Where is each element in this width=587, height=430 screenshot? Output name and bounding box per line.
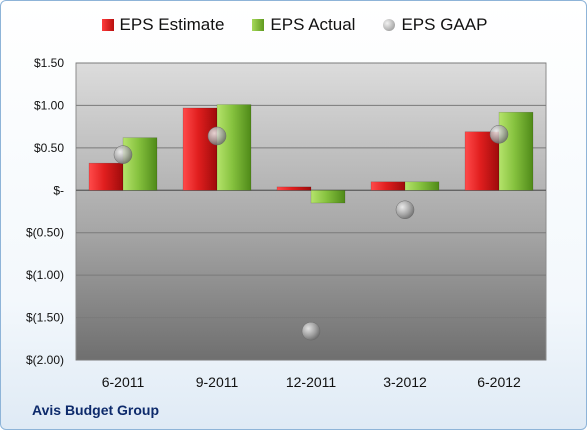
- eps-gaap-point: [395, 200, 415, 220]
- x-tick-label: 12-2011: [286, 374, 337, 390]
- eps-estimate-bar: [370, 181, 406, 191]
- legend-label-estimate: EPS Estimate: [119, 15, 225, 34]
- y-tick-label: $(0.50): [26, 226, 64, 240]
- estimate-swatch: [101, 19, 114, 31]
- legend-item-actual: EPS Actual: [252, 15, 355, 35]
- legend-label-actual: EPS Actual: [270, 15, 356, 34]
- company-name: Avis Budget Group: [32, 402, 160, 418]
- x-tick-label: 6-2012: [477, 374, 521, 390]
- plot-area: [75, 62, 547, 361]
- eps-gaap-point: [301, 321, 321, 341]
- x-tick-label: 3-2012: [383, 374, 427, 390]
- x-tick-label: 9-2011: [196, 374, 239, 390]
- eps-actual-bar: [498, 111, 534, 191]
- y-tick-label: $-: [53, 183, 64, 197]
- eps-gaap-point: [207, 126, 227, 146]
- y-tick-label: $(1.00): [26, 268, 64, 282]
- legend-item-gaap: EPS GAAP: [383, 15, 487, 35]
- legend-label-gaap: EPS GAAP: [401, 15, 488, 34]
- y-tick-label: $1.50: [34, 56, 64, 70]
- gaap-swatch: [383, 19, 396, 31]
- eps-actual-bar: [122, 137, 158, 191]
- y-tick-label: $1.00: [34, 98, 64, 112]
- eps-estimate-bar: [276, 186, 312, 191]
- actual-swatch: [252, 19, 265, 31]
- eps-actual-bar: [404, 181, 440, 191]
- x-tick-label: 6-2011: [102, 374, 145, 390]
- y-tick-label: $(1.50): [26, 311, 64, 325]
- eps-actual-bar: [216, 104, 252, 191]
- legend-item-estimate: EPS Estimate: [101, 15, 225, 35]
- eps-estimate-bar: [182, 107, 218, 191]
- eps-gaap-point: [113, 145, 133, 164]
- legend: EPS Estimate EPS Actual EPS GAAP: [1, 15, 586, 35]
- eps-gaap-point: [489, 125, 509, 144]
- y-tick-label: $(2.00): [26, 353, 64, 367]
- y-tick-label: $0.50: [34, 141, 64, 155]
- eps-actual-bar: [310, 190, 346, 204]
- eps-estimate-bar: [88, 162, 124, 191]
